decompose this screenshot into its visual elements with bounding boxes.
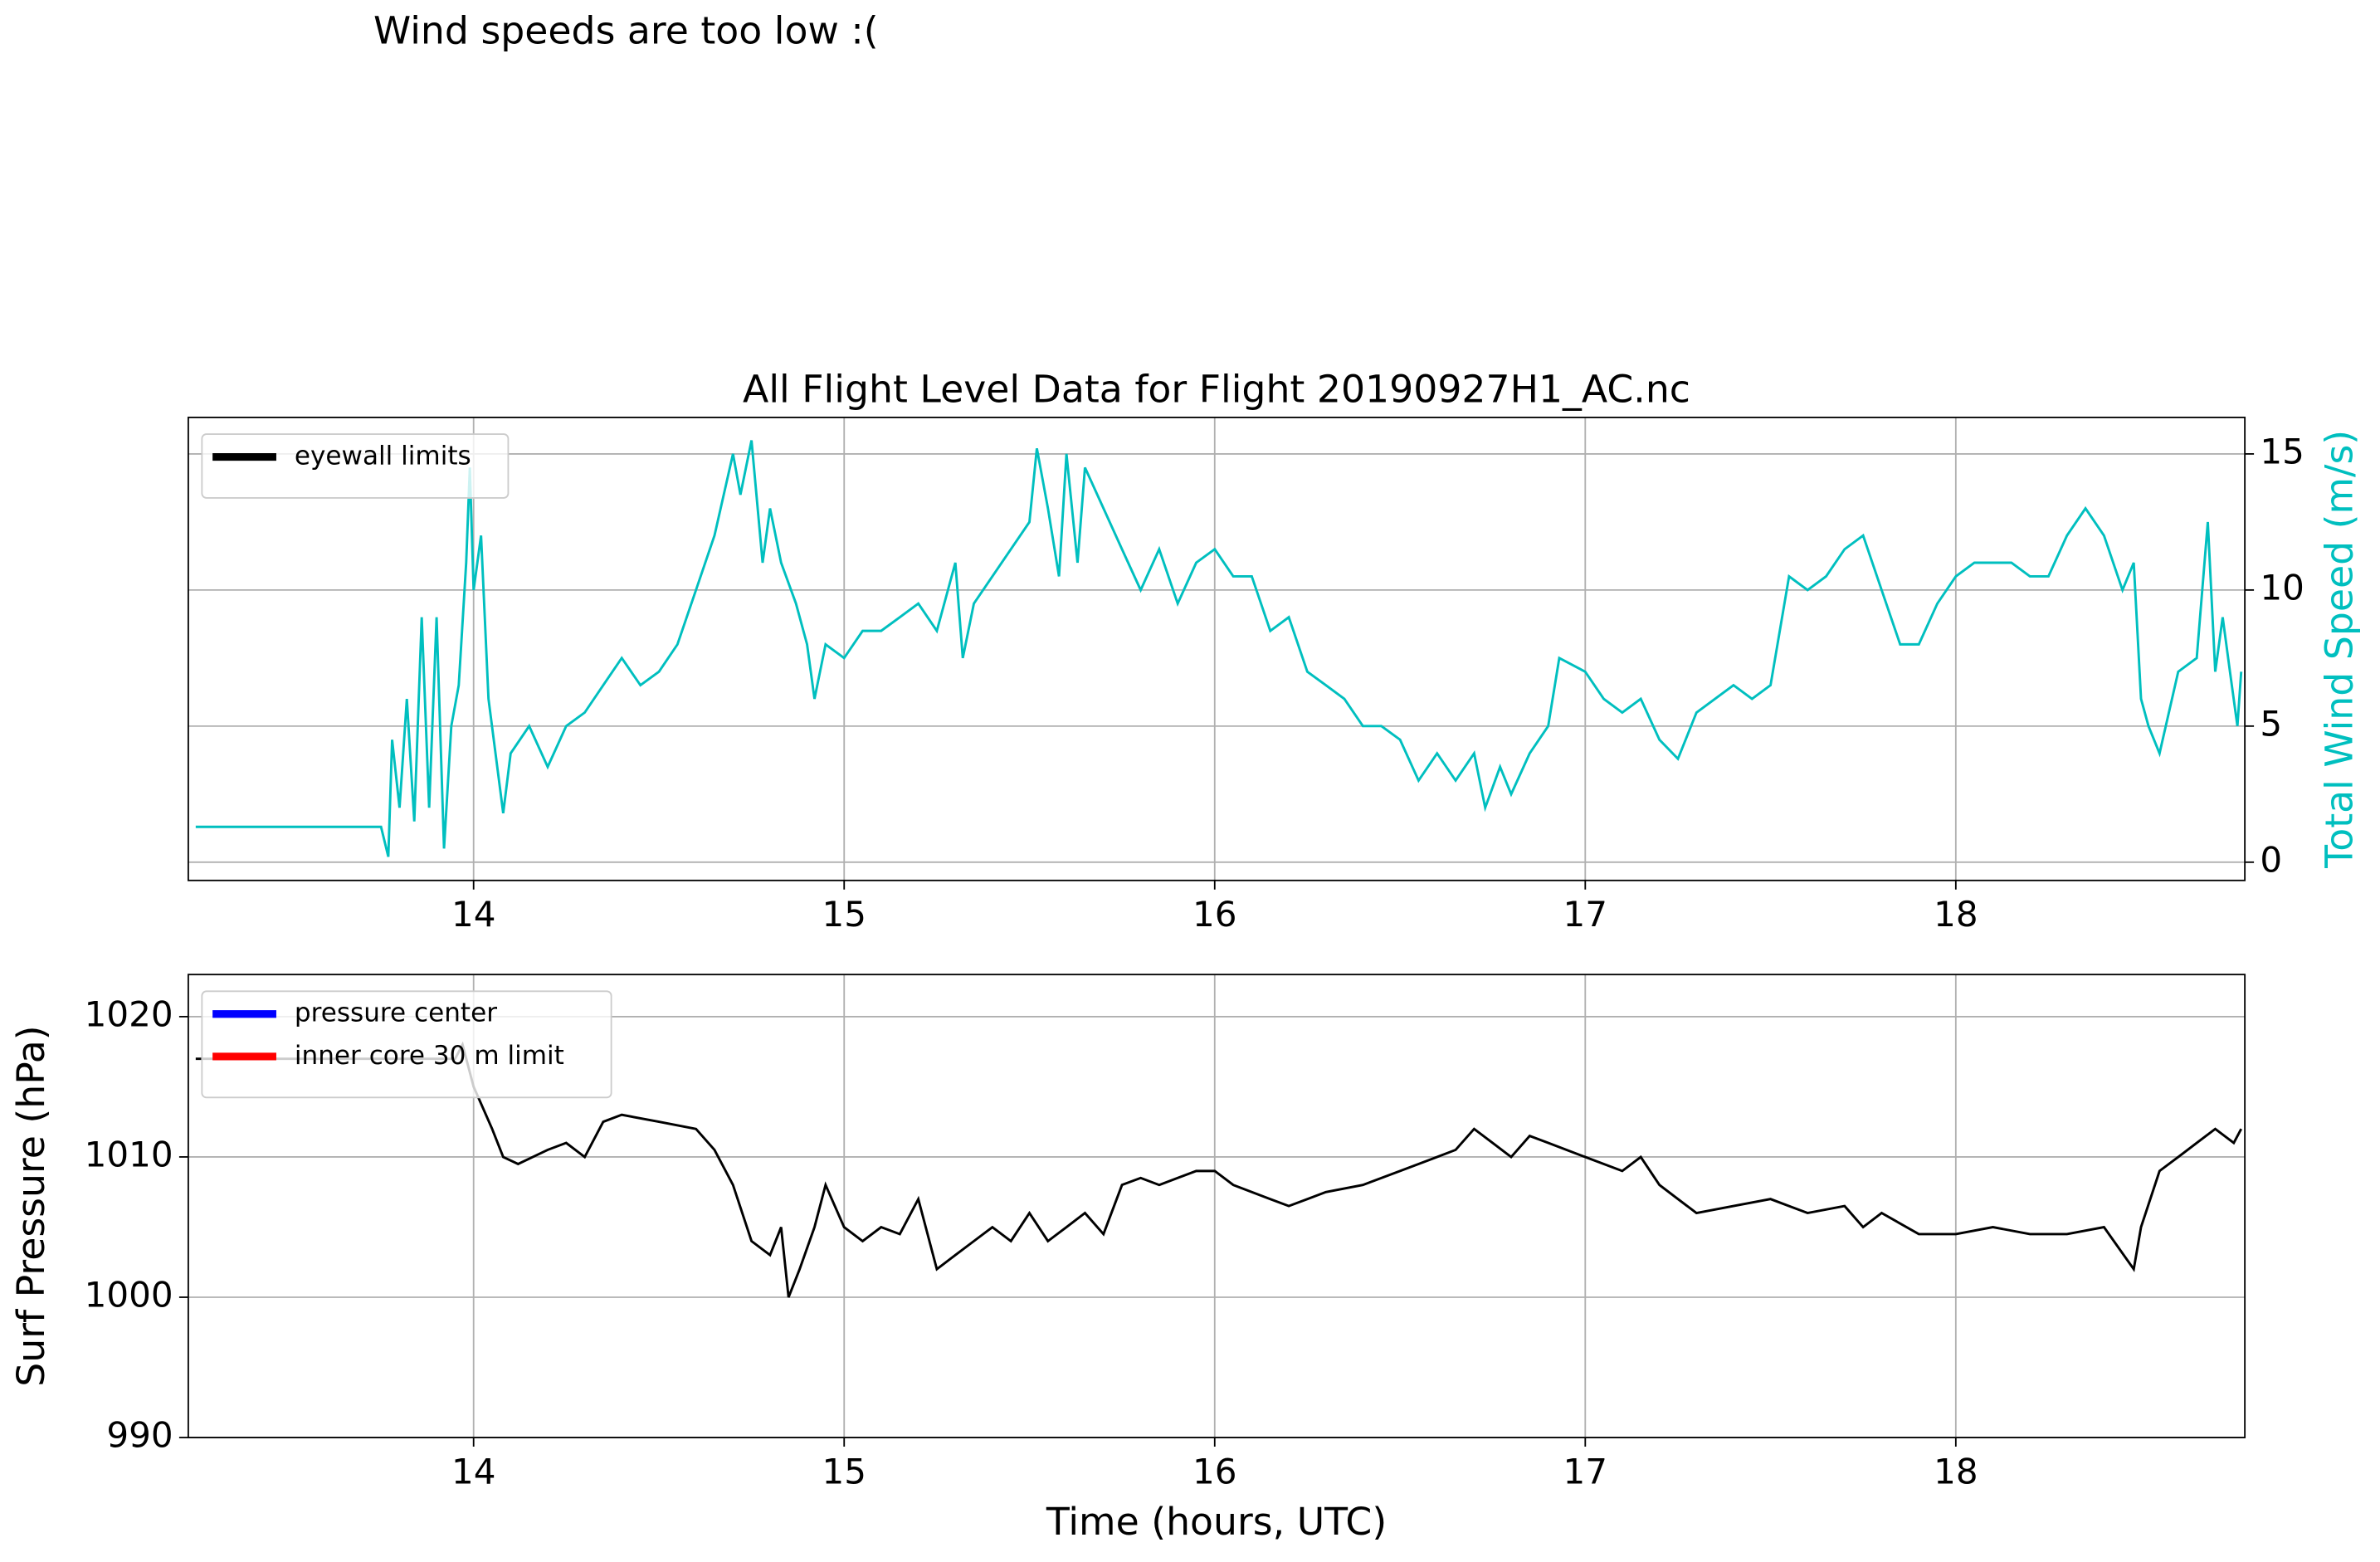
data-line <box>195 440 2243 857</box>
legend-label: inner core 30 m limit <box>295 1041 564 1071</box>
annotation: Wind speeds are too low :( <box>373 9 879 53</box>
chart-title: All Flight Level Data for Flight 2019092… <box>743 367 1690 411</box>
x-tick-label: 16 <box>1192 894 1237 935</box>
legend-box <box>201 990 612 1099</box>
x-axis-label: Time (hours, UTC) <box>1046 1500 1387 1544</box>
x-tick-label: 15 <box>822 1451 866 1491</box>
x-tick-label: 14 <box>451 894 496 935</box>
y-tick-label: 1020 <box>85 993 173 1034</box>
x-tick-label: 17 <box>1563 1451 1608 1491</box>
y2-tick-label: 0 <box>2260 839 2282 880</box>
x-tick-label: 14 <box>451 1451 496 1491</box>
y2-tick-label: 10 <box>2260 567 2304 608</box>
legend-label: pressure center <box>295 998 497 1028</box>
y2-axis-label: Total Wind Speed (m/s) <box>2318 430 2362 869</box>
data-line <box>195 1041 2243 1298</box>
plot-frame <box>187 417 2246 881</box>
x-tick-label: 16 <box>1192 1451 1237 1491</box>
x-tick-label: 15 <box>822 894 866 935</box>
x-tick-label: 18 <box>1934 894 1978 935</box>
y-tick-label: 1010 <box>85 1134 173 1174</box>
y2-tick-label: 5 <box>2260 703 2282 744</box>
y2-tick-label: 15 <box>2260 431 2304 471</box>
legend-label: eyewall limits <box>295 442 471 471</box>
y-tick-label: 1000 <box>85 1274 173 1315</box>
y-axis-label: Surf Pressure (hPa) <box>9 1025 53 1386</box>
legend-box <box>201 433 510 499</box>
plot-frame <box>187 974 2246 1438</box>
x-tick-label: 17 <box>1563 894 1608 935</box>
x-tick-label: 18 <box>1934 1451 1978 1491</box>
y-tick-label: 990 <box>106 1415 173 1456</box>
